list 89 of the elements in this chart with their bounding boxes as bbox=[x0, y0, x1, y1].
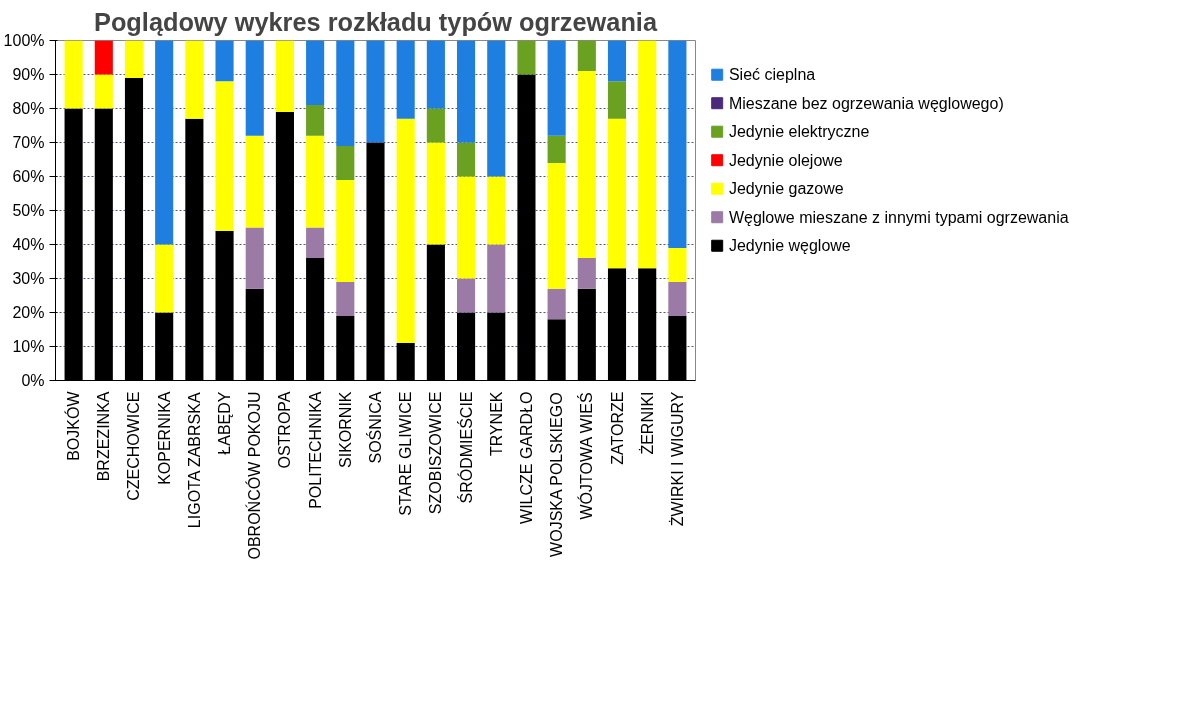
bar bbox=[185, 40, 204, 119]
y-tick-label: 60% bbox=[12, 168, 45, 185]
y-tick-label: 20% bbox=[12, 304, 45, 321]
bar bbox=[245, 40, 264, 136]
bar bbox=[457, 40, 476, 143]
bar bbox=[306, 227, 325, 259]
x-tick-label: ŚRÓDMIEŚCIE bbox=[456, 391, 475, 504]
x-tick-label: ŻERNIKI bbox=[637, 391, 656, 455]
legend-label: Jedynie gazowe bbox=[728, 180, 844, 198]
bar bbox=[215, 40, 234, 82]
bar bbox=[245, 135, 264, 228]
bar bbox=[487, 40, 506, 177]
x-tick-label: SZOBISZOWICE bbox=[427, 391, 445, 515]
y-tick-label: 50% bbox=[12, 202, 45, 219]
y-tick-label: 100% bbox=[3, 32, 45, 49]
legend-label: Jedynie elektryczne bbox=[728, 123, 870, 141]
x-tick-label: TRYNEK bbox=[487, 391, 505, 457]
bar bbox=[245, 227, 264, 289]
bar bbox=[94, 40, 113, 75]
bar bbox=[668, 40, 687, 248]
bar bbox=[366, 40, 385, 143]
bar bbox=[577, 40, 596, 72]
y-tick-label: 80% bbox=[12, 100, 45, 117]
bar bbox=[547, 40, 566, 136]
chart-title: Poglądowy wykres rozkładu typów ogrzewania bbox=[94, 7, 658, 36]
bar bbox=[607, 40, 627, 82]
bar bbox=[155, 244, 174, 313]
x-tick-label: OSTROPA bbox=[276, 391, 294, 469]
bar bbox=[487, 244, 506, 313]
x-tick-label: WÓJTOWA WIEŚ bbox=[577, 392, 596, 520]
y-tick-label: 90% bbox=[12, 66, 45, 83]
bar bbox=[94, 74, 113, 109]
x-tick-label: SOŚNICA bbox=[366, 391, 384, 464]
bar bbox=[426, 40, 445, 109]
bar bbox=[396, 40, 415, 119]
bar bbox=[336, 281, 355, 316]
bar bbox=[457, 142, 476, 177]
bar bbox=[487, 176, 506, 245]
x-tick-label: BRZEZINKA bbox=[95, 391, 113, 482]
x-tick-label: STARE GLIWICE bbox=[397, 391, 415, 516]
legend-label: Jedynie olejowe bbox=[728, 151, 843, 169]
x-tick-label: WOJSKA POLSKIEGO bbox=[548, 392, 566, 557]
bar bbox=[64, 40, 83, 109]
x-tick-label: OBROŃCÓW POKOJU bbox=[245, 391, 264, 560]
y-tick-label: 40% bbox=[12, 236, 45, 253]
legend-label: Węglowe mieszane z innymi typami ogrzewania bbox=[728, 208, 1069, 226]
bar bbox=[396, 118, 415, 344]
bar bbox=[336, 145, 355, 180]
legend-label: Jedynie węglowe bbox=[728, 237, 851, 255]
x-tick-label: SIKORNIK bbox=[336, 391, 354, 468]
bar bbox=[517, 40, 536, 75]
bar bbox=[306, 105, 325, 136]
bar bbox=[336, 179, 355, 282]
x-tick-label: ZATORZE bbox=[608, 391, 626, 465]
bar bbox=[336, 40, 355, 146]
x-tick-label: ŁABĘDY bbox=[216, 391, 234, 455]
x-tick-label: WILCZE GARDŁO bbox=[517, 391, 535, 524]
bar bbox=[607, 81, 627, 119]
bar bbox=[426, 142, 445, 245]
x-tick-label: KOPERNIKA bbox=[155, 391, 173, 485]
bar bbox=[638, 40, 657, 269]
bar bbox=[306, 135, 325, 228]
x-tick-label: CZECHOWICE bbox=[125, 391, 143, 501]
bar bbox=[668, 281, 687, 316]
x-tick-label: LIGOTA ZABRSKA bbox=[185, 392, 203, 529]
bar bbox=[155, 40, 174, 245]
bar bbox=[275, 40, 294, 112]
legend-label: Mieszane bez ogrzewania węglowego) bbox=[728, 94, 1004, 112]
legend-label: Sieć cieplna bbox=[728, 66, 816, 84]
x-tick-label: BOJKÓW bbox=[64, 390, 83, 461]
y-tick-label: 30% bbox=[12, 270, 45, 287]
bar bbox=[426, 108, 445, 143]
y-tick-label: 70% bbox=[12, 134, 45, 151]
y-tick-label: 10% bbox=[12, 338, 45, 355]
bar bbox=[124, 40, 144, 78]
bar bbox=[457, 278, 476, 313]
x-tick-label: POLITECHNIKA bbox=[306, 391, 324, 509]
x-tick-label: ŻWIRKI I WIGURY bbox=[667, 391, 686, 527]
bar bbox=[577, 71, 596, 259]
bar bbox=[668, 247, 687, 282]
bar bbox=[547, 135, 566, 163]
bar bbox=[306, 40, 325, 106]
bar bbox=[215, 81, 234, 231]
bar bbox=[547, 288, 566, 320]
y-tick-label: 0% bbox=[21, 372, 45, 389]
bar bbox=[547, 162, 566, 289]
bar bbox=[577, 258, 596, 289]
bar bbox=[607, 118, 627, 269]
bar bbox=[457, 176, 476, 279]
